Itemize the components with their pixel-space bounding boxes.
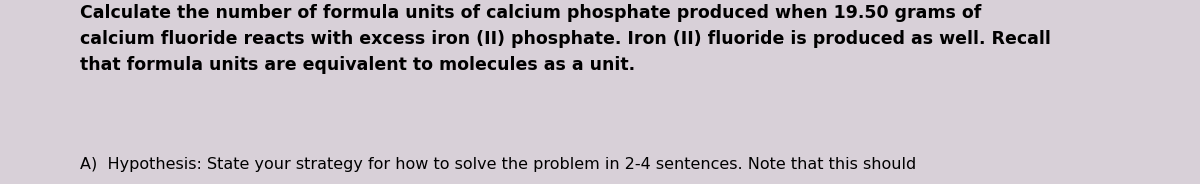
Text: Calculate the number of formula units of calcium phosphate produced when 19.50 g: Calculate the number of formula units of… <box>80 4 982 22</box>
Text: that formula units are equivalent to molecules as a unit.: that formula units are equivalent to mol… <box>80 56 635 74</box>
Text: calcium fluoride reacts with excess iron (II) phosphate. Iron (II) fluoride is p: calcium fluoride reacts with excess iron… <box>80 30 1051 48</box>
Text: A)  Hypothesis: State your strategy for how to solve the problem in 2-4 sentence: A) Hypothesis: State your strategy for h… <box>80 157 917 172</box>
